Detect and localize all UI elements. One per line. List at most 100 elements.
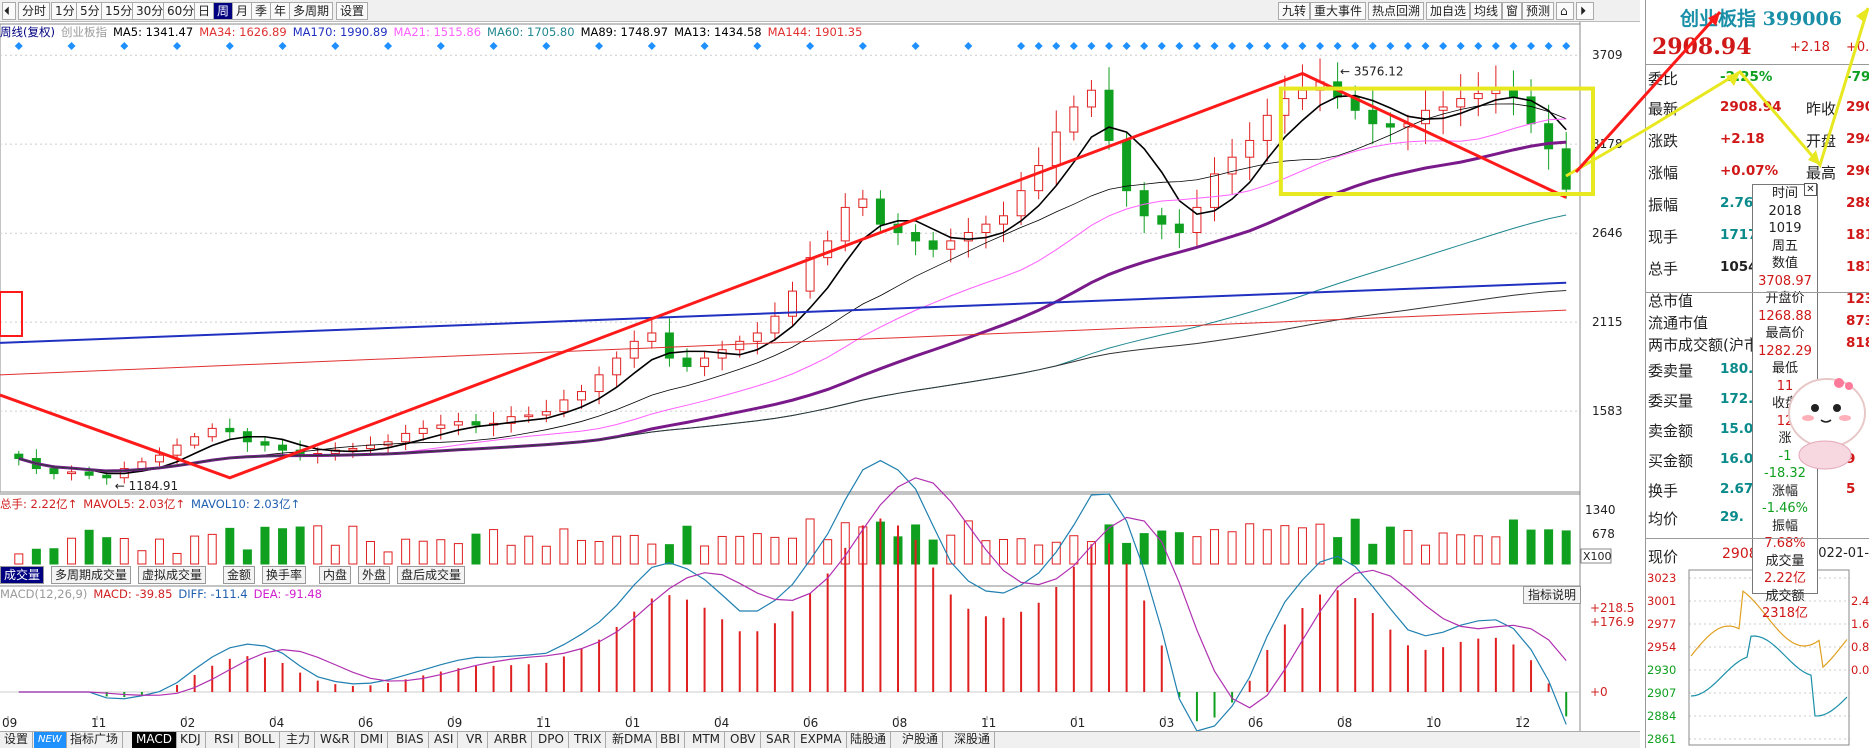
- tooltip-line: -18.32: [1764, 466, 1806, 481]
- indicator-help-button[interactable]: 指标说明: [1523, 586, 1582, 604]
- volume-bar: [383, 551, 393, 565]
- signal-marker: [1087, 42, 1096, 50]
- tool-button[interactable]: 热点回溯: [1368, 2, 1425, 20]
- close-icon[interactable]: ✕: [1804, 183, 1817, 196]
- price-axis-tick: 3178: [1592, 137, 1623, 151]
- candle-body: [735, 340, 745, 351]
- indicator-tab[interactable]: NEW: [34, 732, 67, 748]
- intraday-tick: 2977: [1647, 617, 1676, 631]
- nav-left-icon[interactable]: ⏴: [2, 2, 16, 20]
- volume-bar: [278, 528, 288, 565]
- price-axis-tick: 3709: [1592, 48, 1623, 62]
- panel-divider: [1646, 538, 1869, 539]
- indicator-tab[interactable]: BIAS: [392, 732, 429, 748]
- candle-body: [576, 391, 586, 401]
- tool-button[interactable]: 重大事件: [1310, 2, 1367, 20]
- x-axis-tick: 04: [269, 716, 284, 730]
- candle-body: [278, 444, 288, 451]
- subtab[interactable]: 虚拟成交量: [138, 566, 207, 584]
- subtab[interactable]: 盘后成交量: [397, 566, 466, 584]
- indicator-tab[interactable]: DMI: [356, 732, 389, 748]
- signal-marker: [1140, 42, 1149, 50]
- signal-marker: [1474, 42, 1483, 50]
- tool-button[interactable]: 预测: [1522, 2, 1555, 20]
- indicator-tab[interactable]: EXPMA: [796, 732, 847, 748]
- quote-label: 委比: [1648, 70, 1679, 88]
- x-axis-tick: 02: [180, 716, 195, 730]
- indicator-tab[interactable]: DPO: [534, 732, 569, 748]
- indicator-tab[interactable]: SAR: [762, 732, 796, 748]
- indicator-tab[interactable]: TRIX: [570, 732, 607, 748]
- signal-marker: [1105, 42, 1114, 50]
- candle-body: [348, 447, 358, 451]
- ma-line: [18, 290, 1567, 472]
- indicator-tab[interactable]: OBV: [726, 732, 761, 748]
- ma170-line: [0, 281, 1567, 344]
- volume-bar: [1315, 523, 1325, 565]
- period-button[interactable]: 日: [194, 2, 215, 20]
- signal-marker: [647, 42, 656, 50]
- subtab[interactable]: 金额: [223, 566, 256, 584]
- indicator-tab[interactable]: 陆股通: [846, 732, 892, 748]
- period-button[interactable]: 设置: [336, 2, 369, 20]
- indicator-tab[interactable]: 指标广场: [66, 732, 124, 748]
- tool-button[interactable]: 加自选: [1426, 2, 1471, 20]
- tooltip-line: 1282.29: [1758, 343, 1812, 359]
- signal-marker: [1175, 42, 1184, 50]
- indicator-tab[interactable]: 新DMA: [608, 732, 657, 748]
- volume-bar: [489, 529, 499, 565]
- x-axis-tick: 04: [714, 716, 729, 730]
- signal-marker: [1192, 42, 1201, 50]
- quote-right-value: -79: [1846, 69, 1869, 85]
- tool-button[interactable]: 九转: [1278, 2, 1311, 20]
- indicator-tab[interactable]: MTM: [688, 732, 726, 748]
- indicator-tab[interactable]: 设置: [0, 732, 34, 748]
- volume-bar: [295, 526, 305, 565]
- volume-bar: [805, 518, 815, 565]
- volume-bar: [31, 548, 41, 565]
- candle-body: [260, 441, 270, 446]
- x-axis-tick: 06: [803, 716, 818, 730]
- indicator-tab[interactable]: RSI: [210, 732, 239, 748]
- indicator-tab[interactable]: ASI: [430, 732, 459, 748]
- period-button[interactable]: 5分: [76, 2, 104, 20]
- subtab[interactable]: 内盘: [319, 566, 352, 584]
- volume-bar: [1245, 523, 1255, 565]
- tooltip-line: 2018: [1768, 203, 1802, 219]
- candle-body: [137, 461, 147, 470]
- indicator-tab[interactable]: 沪股通: [898, 732, 944, 748]
- period-button[interactable]: 分时: [18, 2, 51, 20]
- ma-legend: 周线(复权) 创业板指 MA5: 1341.47 MA34: 1626.89 MA170…: [0, 24, 868, 40]
- stock-chart[interactable]: 3709 3178 2646 2115 1583 ← 3576.12 ← 1184.91 13…: [0, 0, 1645, 748]
- period-button[interactable]: 1分: [51, 2, 79, 20]
- indicator-tab[interactable]: 深股通: [950, 732, 996, 748]
- indicator-tab[interactable]: MACD: [132, 732, 177, 748]
- signal-marker: [67, 42, 76, 50]
- period-button[interactable]: 年: [270, 2, 291, 20]
- indicator-tab[interactable]: VR: [462, 732, 488, 748]
- indicator-tab[interactable]: KDJ: [176, 732, 206, 748]
- intraday-tick: 2907: [1647, 686, 1676, 700]
- subtab[interactable]: 成交量: [0, 566, 45, 584]
- subtab[interactable]: 换手率: [262, 566, 307, 584]
- subtab[interactable]: 多周期成交量: [51, 566, 132, 584]
- ma-legend-item: MA144: 1901.35: [767, 25, 863, 39]
- indicator-tab[interactable]: 主力: [282, 732, 316, 748]
- indicator-tab[interactable]: BOLL: [240, 732, 280, 748]
- ma-line: [18, 103, 1567, 472]
- subtab[interactable]: 外盘: [358, 566, 391, 584]
- indicator-tab[interactable]: BBI: [656, 732, 686, 748]
- period-button[interactable]: 多周期: [289, 2, 334, 20]
- signal-marker: [120, 42, 129, 50]
- tool-button[interactable]: 均线: [1470, 2, 1503, 20]
- ma-legend-item: MA170: 1990.89: [292, 25, 388, 39]
- period-button[interactable]: 60分: [163, 2, 199, 20]
- indicator-tab[interactable]: W&R: [316, 732, 355, 748]
- indicator-tab[interactable]: ARBR: [490, 732, 533, 748]
- volume-bar: [541, 545, 551, 565]
- x-axis-tick: 06: [1248, 716, 1263, 730]
- candle-body: [700, 357, 710, 367]
- tool-button[interactable]: 窗: [1502, 2, 1523, 20]
- signal-marker: [1298, 42, 1307, 50]
- signal-marker: [595, 42, 604, 50]
